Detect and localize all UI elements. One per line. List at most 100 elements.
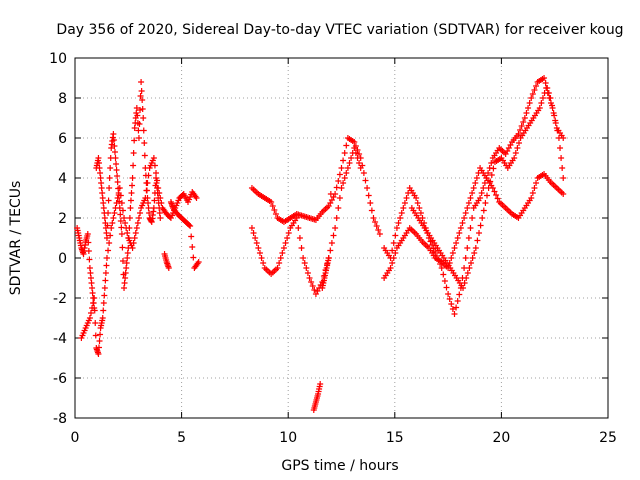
data-point-marker bbox=[543, 85, 550, 91]
data-point-marker bbox=[445, 291, 452, 297]
data-point-marker bbox=[336, 195, 343, 201]
data-point-marker bbox=[528, 195, 535, 201]
data-point-marker bbox=[478, 190, 485, 196]
data-point-marker bbox=[100, 300, 107, 306]
data-point-marker bbox=[343, 170, 350, 176]
data-point-marker bbox=[132, 230, 139, 236]
data-point-marker bbox=[193, 195, 200, 201]
x-tick-label: 20 bbox=[492, 430, 510, 446]
data-point-marker bbox=[102, 270, 109, 276]
data-point-marker bbox=[110, 131, 117, 137]
data-point-marker bbox=[111, 210, 118, 216]
data-point-marker bbox=[105, 197, 112, 204]
data-point-marker bbox=[106, 185, 113, 191]
data-point-marker bbox=[153, 170, 160, 176]
data-point-marker bbox=[107, 165, 114, 171]
data-point-marker bbox=[108, 225, 115, 231]
data-point-marker bbox=[112, 205, 119, 211]
data-point-marker bbox=[126, 215, 133, 221]
data-point-marker bbox=[141, 152, 148, 159]
data-point-marker bbox=[469, 190, 476, 196]
data-point-marker bbox=[277, 255, 284, 261]
data-point-marker bbox=[253, 240, 260, 246]
data-point-marker bbox=[117, 211, 124, 218]
data-point-marker bbox=[555, 135, 562, 141]
data-point-marker bbox=[189, 244, 196, 250]
data-point-marker bbox=[446, 296, 453, 302]
data-point-marker bbox=[416, 205, 423, 211]
data-point-marker bbox=[340, 157, 347, 164]
data-point-marker bbox=[531, 185, 538, 191]
data-point-marker bbox=[107, 232, 114, 239]
data-point-marker bbox=[529, 91, 536, 97]
data-point-marker bbox=[327, 191, 334, 197]
data-point-marker bbox=[417, 210, 424, 216]
data-point-marker bbox=[111, 143, 118, 149]
data-point-marker bbox=[468, 260, 475, 266]
data-point-marker bbox=[119, 258, 126, 264]
data-point-marker bbox=[123, 225, 130, 231]
data-point-marker bbox=[389, 260, 396, 266]
data-point-marker bbox=[465, 235, 472, 241]
data-point-marker bbox=[136, 121, 143, 127]
data-point-marker bbox=[128, 190, 135, 196]
data-point-marker bbox=[335, 178, 342, 184]
x-tick-label: 0 bbox=[71, 430, 80, 446]
data-point-marker bbox=[370, 215, 377, 221]
data-point-marker bbox=[119, 207, 126, 214]
data-point-marker bbox=[356, 160, 363, 166]
data-point-marker bbox=[453, 304, 460, 311]
data-point-marker bbox=[252, 235, 259, 241]
data-point-marker bbox=[523, 110, 530, 116]
data-point-marker bbox=[109, 220, 116, 226]
data-point-marker bbox=[303, 265, 310, 271]
data-point-marker bbox=[518, 123, 525, 129]
data-point-marker bbox=[137, 210, 144, 216]
data-point-marker bbox=[343, 142, 350, 149]
data-point-marker bbox=[106, 175, 113, 181]
data-point-marker bbox=[464, 245, 471, 251]
data-point-marker bbox=[325, 255, 332, 261]
data-point-marker bbox=[308, 279, 315, 285]
data-point-marker bbox=[469, 215, 476, 221]
data-point-marker bbox=[260, 260, 267, 266]
data-point-marker bbox=[529, 190, 536, 196]
data-point-marker bbox=[470, 185, 477, 191]
data-point-marker bbox=[138, 79, 145, 85]
data-point-marker bbox=[482, 200, 489, 206]
data-point-marker bbox=[137, 93, 144, 99]
data-point-marker bbox=[141, 140, 148, 146]
data-point-marker bbox=[111, 149, 118, 155]
data-point-marker bbox=[560, 175, 567, 181]
data-point-marker bbox=[129, 245, 136, 251]
data-point-marker bbox=[351, 145, 358, 151]
data-point-marker bbox=[362, 177, 369, 184]
data-point-marker bbox=[140, 115, 147, 121]
y-tick-label: 0 bbox=[58, 251, 67, 267]
data-point-marker bbox=[453, 240, 460, 246]
data-point-marker bbox=[117, 192, 124, 199]
data-point-marker bbox=[86, 256, 93, 263]
y-tick-label: -2 bbox=[53, 291, 67, 307]
data-point-marker bbox=[150, 155, 157, 161]
data-point-marker bbox=[90, 300, 97, 306]
data-point-marker bbox=[367, 200, 374, 206]
data-point-marker bbox=[187, 223, 194, 229]
data-point-marker bbox=[403, 195, 410, 201]
data-point-marker bbox=[104, 222, 111, 229]
data-point-marker bbox=[557, 145, 564, 151]
data-point-marker bbox=[451, 311, 458, 317]
ticks-layer: 0 5 10 15 20 25 -8 -6 -4 -2 0 2 4 6 8 10 bbox=[49, 51, 617, 446]
data-point-marker bbox=[110, 215, 117, 221]
data-point-marker bbox=[280, 245, 287, 251]
data-point-marker bbox=[372, 219, 379, 225]
data-point-marker bbox=[156, 190, 163, 196]
data-point-marker bbox=[135, 215, 142, 221]
data-point-marker bbox=[91, 307, 98, 314]
data-point-marker bbox=[474, 237, 481, 244]
data-point-marker bbox=[440, 271, 447, 278]
data-point-marker bbox=[133, 225, 140, 231]
data-point-marker bbox=[332, 225, 339, 231]
data-point-marker bbox=[464, 270, 471, 276]
data-point-marker bbox=[520, 119, 527, 125]
